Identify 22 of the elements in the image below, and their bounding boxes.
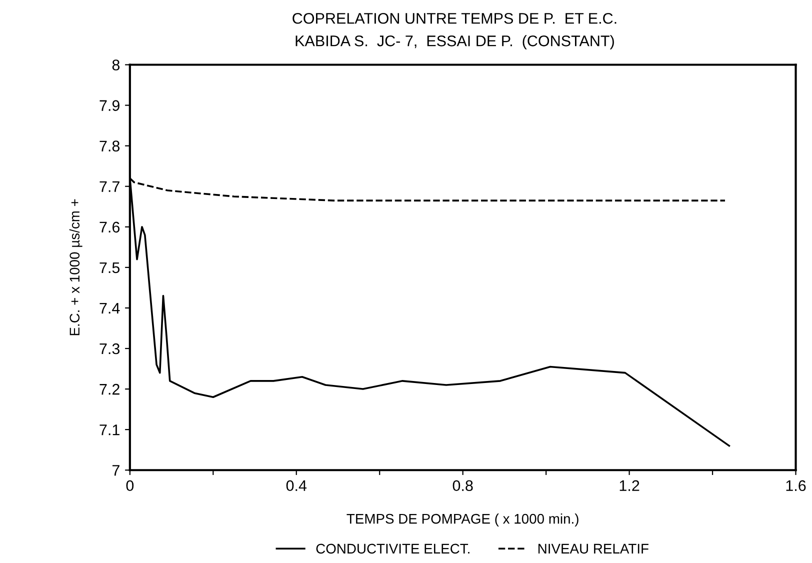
y-tick-label: 7.9	[100, 100, 120, 111]
y-tick-label: 7.5	[100, 262, 120, 274]
legend-label: CONDUCTIVITE ELECT.	[316, 544, 470, 554]
x-tick-label: 1.2	[620, 480, 640, 491]
y-axis-title: E.C. + x 1000 µs/cm +	[69, 199, 82, 336]
y-tick-label: 7.7	[100, 181, 120, 192]
chart-title: COPRELATION UNTRE TEMPS DE P. ET E.C.	[292, 12, 616, 24]
y-tick-label: 7.6	[100, 222, 120, 233]
y-tick-label: 7.1	[100, 424, 120, 436]
y-tick-label: 7.3	[100, 343, 120, 354]
chart-subtitle: KABIDA S. JC- 7, ESSAI DE P. (CONSTANT)	[296, 35, 614, 50]
y-tick-label: 8	[112, 60, 120, 70]
x-tick-label: 0.4	[286, 480, 307, 492]
y-tick-label: 7	[112, 465, 120, 476]
y-tick-label: 7.2	[100, 384, 120, 395]
x-tick-label: 1.6	[786, 480, 806, 492]
y-tick-label: 7.4	[100, 302, 120, 314]
y-tick-label: 7.8	[100, 140, 120, 152]
x-tick-label: 0.8	[452, 480, 473, 492]
x-tick-label: 0	[126, 480, 134, 492]
legend-label: NIVEAU RELATIF	[538, 544, 648, 554]
x-axis-title: TEMPS DE POMPAGE ( x 1000 min.)	[346, 514, 578, 526]
